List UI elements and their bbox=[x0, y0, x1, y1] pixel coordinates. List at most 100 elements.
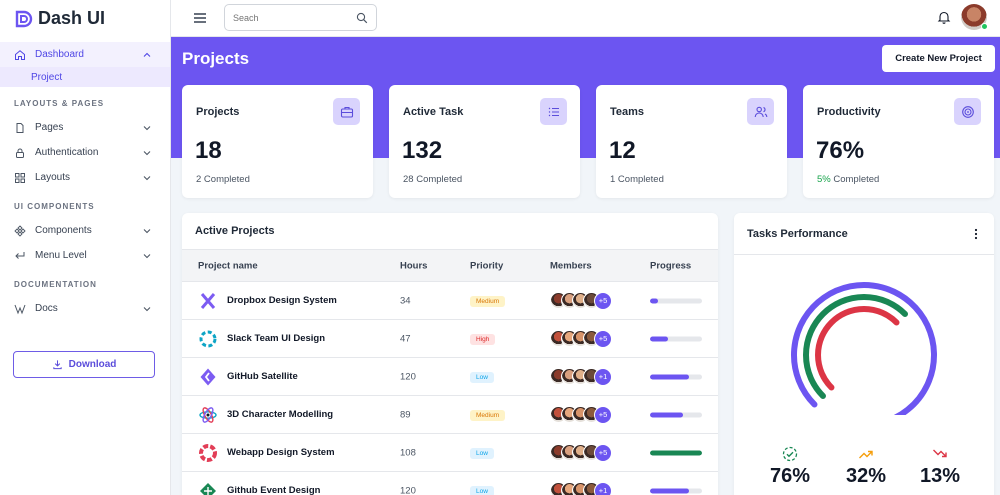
corner-down-left-icon bbox=[14, 250, 26, 262]
download-label: Download bbox=[68, 359, 117, 370]
table-row[interactable]: Webapp Design System 108 Low +5 bbox=[182, 434, 718, 472]
project-name-cell[interactable]: Dropbox Design System bbox=[198, 291, 337, 311]
members-more-count[interactable]: +1 bbox=[594, 367, 612, 386]
table-row[interactable]: Dropbox Design System 34 Medium +5 bbox=[182, 282, 718, 320]
search-input[interactable] bbox=[233, 12, 356, 23]
stat-card-teams: Teams 12 1 Completed bbox=[596, 85, 787, 198]
topbar bbox=[171, 0, 1000, 37]
priority-cell: Medium bbox=[470, 409, 506, 421]
chevron-down-icon bbox=[142, 251, 152, 261]
sidebar-item-pages[interactable]: Pages bbox=[0, 115, 170, 140]
stat-value: 18 bbox=[195, 137, 222, 164]
members-more-count[interactable]: +5 bbox=[594, 405, 612, 424]
more-vertical-icon[interactable] bbox=[971, 227, 981, 241]
stat-title: Projects bbox=[196, 106, 240, 118]
tasks-performance-title: Tasks Performance bbox=[747, 227, 848, 240]
progress-bar bbox=[650, 450, 702, 455]
active-projects-card: Active Projects Project name Hours Prior… bbox=[182, 213, 718, 495]
stat-card-productivity: Productivity 76% 5% Completed bbox=[803, 85, 994, 198]
progress-bar bbox=[650, 298, 702, 303]
brand-name: Dash UI bbox=[38, 8, 106, 28]
page-title: Projects bbox=[182, 49, 250, 68]
progress-fill bbox=[650, 450, 702, 455]
project-hours: 47 bbox=[400, 333, 411, 344]
brand[interactable]: Dash UI bbox=[0, 0, 170, 37]
table-row[interactable]: 3D Character Modelling 89 Medium +5 bbox=[182, 396, 718, 434]
webapp-logo-icon bbox=[198, 443, 218, 463]
download-button[interactable]: Download bbox=[13, 351, 155, 378]
menu-icon[interactable] bbox=[193, 11, 207, 25]
table-row[interactable]: GitHub Satellite 120 Low +1 bbox=[182, 358, 718, 396]
search-box bbox=[224, 4, 377, 31]
chevron-down-icon bbox=[142, 173, 152, 183]
search-icon[interactable] bbox=[356, 12, 368, 24]
sidebar-item-label: Components bbox=[35, 225, 92, 236]
table-row[interactable]: Slack Team UI Design 47 High +5 bbox=[182, 320, 718, 358]
priority-cell: Low bbox=[470, 371, 494, 383]
stat-title: Teams bbox=[610, 106, 645, 118]
members-more-count[interactable]: +5 bbox=[594, 443, 612, 462]
progress-bar bbox=[650, 488, 702, 493]
sidebar-item-label: Layouts bbox=[35, 172, 71, 183]
sidebar-item-label: Dashboard bbox=[35, 49, 84, 60]
sidebar-item-label: Pages bbox=[35, 122, 64, 133]
members-more-count[interactable]: +1 bbox=[594, 481, 612, 495]
progress-cell bbox=[650, 336, 702, 341]
stat-value: 132 bbox=[402, 137, 443, 164]
sidebar-item-menu-level[interactable]: Menu Level bbox=[0, 243, 170, 268]
create-new-project-button[interactable]: Create New Project bbox=[882, 45, 995, 72]
project-name-cell[interactable]: Slack Team UI Design bbox=[198, 329, 325, 349]
progress-fill bbox=[650, 336, 669, 341]
bell-icon[interactable] bbox=[937, 10, 951, 24]
project-name: GitHub Satellite bbox=[227, 371, 298, 382]
chevron-down-icon bbox=[142, 226, 152, 236]
project-name-cell[interactable]: Github Event Design bbox=[198, 481, 320, 495]
chevron-up-icon bbox=[142, 50, 152, 60]
progress-cell bbox=[650, 374, 702, 379]
sidebar-item-dashboard[interactable]: Dashboard bbox=[0, 42, 170, 67]
docs-icon bbox=[14, 303, 26, 315]
progress-fill bbox=[650, 374, 689, 379]
sidebar-item-docs[interactable]: Docs bbox=[0, 296, 170, 321]
column-header-members: Members bbox=[550, 260, 592, 271]
user-avatar[interactable] bbox=[961, 4, 988, 30]
online-status-dot bbox=[981, 23, 988, 30]
radial-ring-1 bbox=[803, 294, 909, 400]
stat-card-active-task: Active Task 132 28 Completed bbox=[389, 85, 580, 198]
project-name-cell[interactable]: GitHub Satellite bbox=[198, 367, 298, 387]
members-more-count[interactable]: +5 bbox=[594, 329, 612, 348]
table-row[interactable]: Github Event Design 120 Low +1 bbox=[182, 472, 718, 495]
perf-behind: 13% bbox=[915, 446, 965, 488]
stat-sub-text: Completed bbox=[830, 174, 880, 185]
radial-ring-2 bbox=[815, 306, 900, 391]
stat-sub-highlight: 5% bbox=[817, 174, 831, 185]
project-name: 3D Character Modelling bbox=[227, 409, 334, 420]
tasks-performance-card: Tasks Performance 76% 32% 13% bbox=[734, 213, 994, 495]
perf-value: 13% bbox=[919, 465, 961, 487]
priority-cell: Low bbox=[470, 485, 494, 495]
sidebar-item-components[interactable]: Components bbox=[0, 218, 170, 243]
home-icon bbox=[14, 49, 26, 61]
file-icon bbox=[14, 122, 26, 134]
check-circle-icon bbox=[782, 446, 798, 462]
members-cell: +5 bbox=[550, 329, 612, 348]
project-name-cell[interactable]: Webapp Design System bbox=[198, 443, 335, 463]
section-documentation: DOCUMENTATION bbox=[14, 279, 97, 289]
members-more-count[interactable]: +5 bbox=[594, 291, 612, 310]
project-hours: 108 bbox=[400, 447, 416, 458]
section-ui-components: UI COMPONENTS bbox=[14, 201, 95, 211]
users-icon bbox=[747, 98, 774, 125]
grid-logo-icon bbox=[198, 481, 218, 495]
project-name-cell[interactable]: 3D Character Modelling bbox=[198, 405, 333, 425]
sidebar-item-label: Authentication bbox=[35, 147, 99, 158]
active-projects-title: Active Projects bbox=[182, 213, 718, 250]
project-hours: 120 bbox=[400, 485, 416, 495]
sidebar-item-project[interactable]: Project bbox=[0, 67, 170, 87]
column-header-priority: Priority bbox=[470, 260, 504, 271]
stat-sub: 28 Completed bbox=[403, 174, 463, 185]
download-icon bbox=[52, 360, 62, 370]
components-icon bbox=[14, 224, 26, 237]
sidebar-item-authentication[interactable]: Authentication bbox=[0, 140, 170, 165]
members-cell: +1 bbox=[550, 481, 612, 495]
sidebar-item-layouts[interactable]: Layouts bbox=[0, 165, 170, 190]
